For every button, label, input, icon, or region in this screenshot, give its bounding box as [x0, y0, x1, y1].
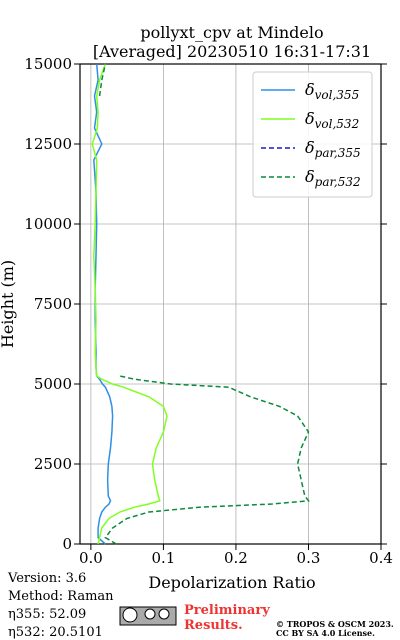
profile-line — [91, 63, 168, 545]
y-axis-label: Height (m) — [0, 260, 17, 348]
legend-label: δpar,532 — [305, 167, 361, 189]
plot-frame — [79, 63, 382, 545]
x-tick-label: 0.2 — [224, 549, 248, 567]
y-tick-label: 10000 — [24, 215, 72, 233]
info-text: η532: 20.5101 — [8, 625, 103, 640]
legend-label: δpar,355 — [305, 138, 361, 160]
cc-logo — [119, 606, 177, 626]
info-text: η355: 52.09 — [8, 607, 86, 622]
y-tick-label: 7500 — [34, 295, 72, 313]
notice-text: Results. — [184, 618, 243, 633]
x-axis-label: Depolarization Ratio — [148, 573, 315, 592]
chart-title: pollyxt_cpv at Mindelo — [140, 23, 323, 42]
y-tick-label: 2500 — [34, 455, 72, 473]
legend-box — [252, 71, 373, 198]
copyright-text: © TROPOS & OSCM 2023. — [276, 619, 394, 629]
chart-title: [Averaged] 20230510 16:31-17:31 — [93, 42, 371, 61]
y-tick-label: 0 — [62, 535, 72, 553]
x-tick-label: 0.0 — [79, 549, 103, 567]
notice-text: Preliminary — [184, 603, 270, 618]
x-tick-label: 0.1 — [151, 549, 175, 567]
profile-line — [98, 63, 310, 545]
info-text: Method: Raman — [8, 589, 114, 604]
x-tick-label: 0.4 — [369, 549, 393, 567]
y-tick-label: 5000 — [34, 375, 72, 393]
copyright-text: CC BY SA 4.0 License. — [276, 628, 375, 638]
x-tick-label: 0.3 — [297, 549, 321, 567]
legend-label: δvol,532 — [305, 109, 359, 131]
y-tick-label: 12500 — [24, 135, 72, 153]
info-text: Version: 3.6 — [7, 571, 86, 586]
profile-line — [93, 63, 114, 545]
legend-label: δvol,355 — [305, 80, 359, 102]
y-tick-label: 15000 — [24, 55, 72, 73]
